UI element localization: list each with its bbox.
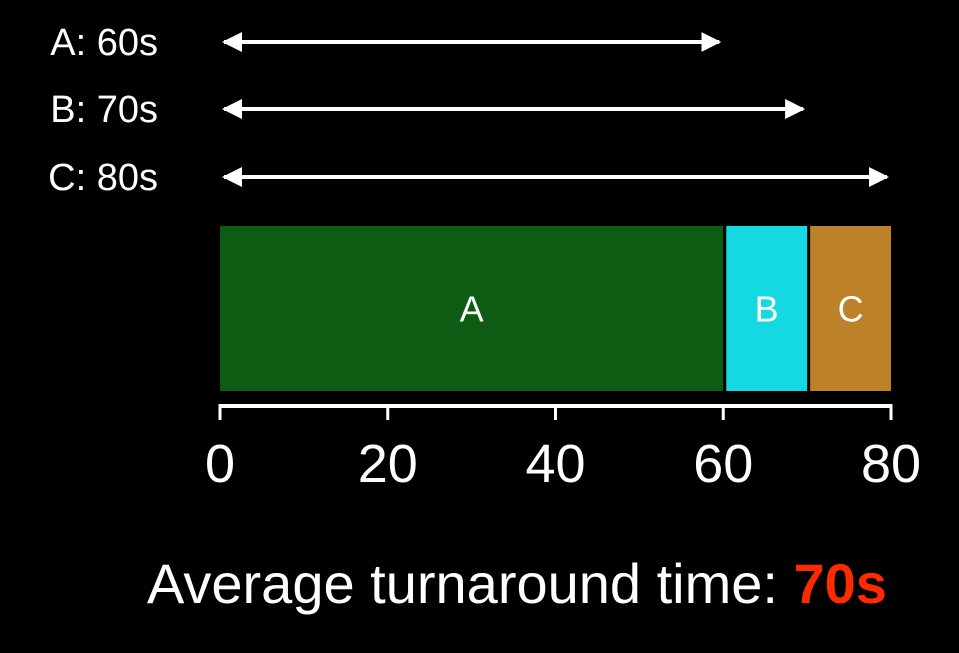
job-b-label: B: 70s <box>50 89 158 131</box>
job-a-label: A: 60s <box>50 22 158 64</box>
axis-tick-label: 0 <box>205 434 235 494</box>
segment-c <box>810 226 891 391</box>
summary-value: 70s <box>794 552 887 615</box>
axis-tick-label: 20 <box>358 434 418 494</box>
axis-tick-label: 80 <box>861 434 921 494</box>
job-c-label: C: 80s <box>48 157 158 199</box>
axis-tick-label: 40 <box>525 434 585 494</box>
segment-b <box>726 226 808 391</box>
segment-a-label: A <box>460 289 484 330</box>
summary-label: Average turnaround time: <box>147 552 793 615</box>
segment-a <box>220 226 724 391</box>
axis-tick-label: 60 <box>693 434 753 494</box>
job-turnaround-arrows: A: 60s B: 70s C: 80s <box>48 22 889 199</box>
time-axis: 0 20 40 60 80 <box>205 404 921 494</box>
timeline-bar: A B C <box>220 226 891 391</box>
segment-b-label: B <box>755 289 779 330</box>
average-turnaround-summary: Average turnaround time: 70s <box>147 552 887 615</box>
segment-c-label: C <box>838 289 864 330</box>
